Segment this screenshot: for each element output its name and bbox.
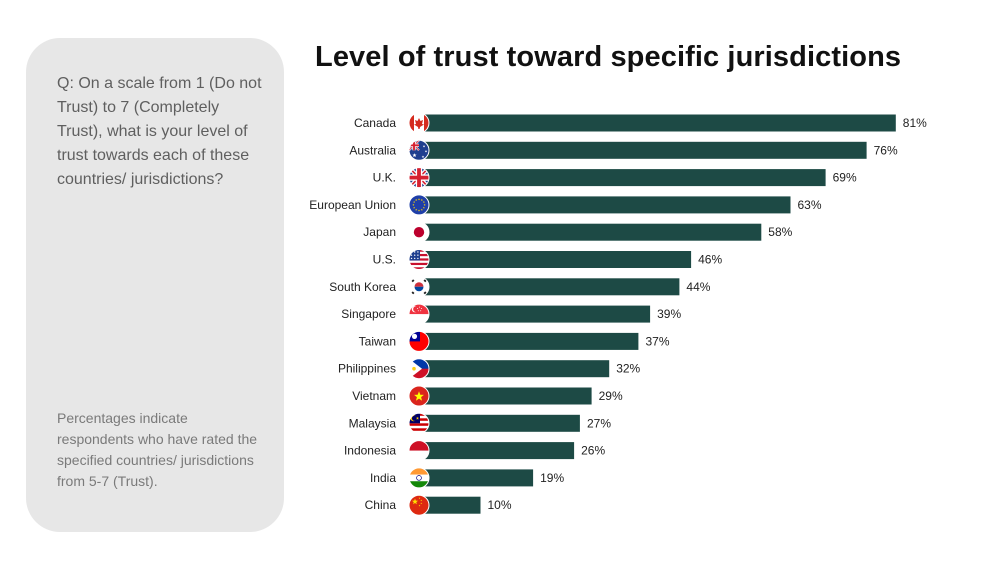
- bar-row-china: China 10%: [365, 494, 512, 516]
- value-label: 69%: [833, 171, 857, 185]
- bar-philippines: [422, 360, 610, 378]
- category-label: U.S.: [373, 253, 396, 267]
- category-label: China: [365, 498, 397, 512]
- category-label: South Korea: [329, 280, 396, 294]
- bar-australia: [422, 141, 867, 159]
- category-label: Philippines: [338, 362, 396, 376]
- survey-question: Q: On a scale from 1 (Do not Trust) to 7…: [57, 75, 262, 188]
- category-label: U.K.: [373, 171, 396, 185]
- canada-flag-icon: [408, 112, 430, 134]
- bar-row-malaysia: Malaysia 27%: [349, 412, 611, 434]
- category-label: Taiwan: [359, 334, 396, 348]
- india-flag-icon: [408, 467, 430, 489]
- category-label: Canada: [354, 116, 396, 130]
- bar-row-taiwan: Taiwan 37%: [359, 330, 670, 352]
- singapore-flag-icon: [408, 303, 430, 325]
- bar-row-australia: Australia 76%: [349, 139, 898, 161]
- value-label: 81%: [903, 116, 927, 130]
- category-label: Japan: [363, 225, 396, 239]
- bar-row-u-k: U.K. 69%: [373, 167, 857, 189]
- bar-indonesia: [422, 442, 575, 460]
- category-label: European Union: [309, 198, 396, 212]
- bar-row-canada: Canada 81%: [354, 112, 927, 134]
- value-label: 10%: [488, 498, 512, 512]
- bar-row-european-union: European Union 63%: [309, 194, 822, 216]
- category-label: Malaysia: [349, 416, 397, 430]
- bar-u-k: [422, 169, 826, 187]
- malaysia-flag-icon: [408, 412, 430, 434]
- question-panel: Q: On a scale from 1 (Do not Trust) to 7…: [26, 38, 284, 532]
- value-label: 27%: [587, 416, 611, 430]
- bar-taiwan: [422, 332, 639, 350]
- bar-japan: [422, 223, 762, 241]
- chart-title: Level of trust toward specific jurisdict…: [315, 41, 902, 73]
- value-label: 26%: [581, 444, 605, 458]
- vietnam-flag-icon: [408, 385, 430, 407]
- category-label: Vietnam: [352, 389, 396, 403]
- bar-singapore: [422, 305, 651, 323]
- bar-india: [422, 469, 534, 487]
- bar-row-south-korea: South Korea 44%: [329, 276, 711, 298]
- philippines-flag-icon: [408, 358, 430, 380]
- bar-row-philippines: Philippines 32%: [338, 358, 641, 380]
- value-label: 19%: [540, 471, 564, 485]
- bar-canada: [422, 114, 896, 132]
- value-label: 58%: [768, 225, 792, 239]
- bar-row-india: India 19%: [370, 467, 564, 489]
- bar-row-japan: Japan 58%: [363, 221, 793, 243]
- value-label: 37%: [646, 334, 670, 348]
- category-label: Singapore: [341, 307, 396, 321]
- us-flag-icon: [408, 249, 430, 270]
- value-label: 29%: [599, 389, 623, 403]
- australia-flag-icon: [408, 139, 430, 161]
- value-label: 46%: [698, 253, 722, 267]
- indonesia-flag-icon: [408, 440, 430, 462]
- bar-south-korea: [422, 278, 680, 296]
- value-label: 63%: [798, 198, 822, 212]
- category-label: India: [370, 471, 396, 485]
- uk-flag-icon: [408, 167, 430, 189]
- category-label: Indonesia: [344, 444, 396, 458]
- category-label: Australia: [349, 143, 396, 157]
- bar-china: [422, 496, 481, 514]
- methodology-note: Percentages indicate respondents who hav…: [57, 410, 258, 489]
- value-label: 44%: [686, 280, 710, 294]
- japan-flag-icon: [408, 221, 430, 243]
- value-label: 76%: [874, 143, 898, 157]
- bar-row-vietnam: Vietnam 29%: [352, 385, 623, 407]
- bar-european-union: [422, 196, 791, 214]
- bar-malaysia: [422, 414, 580, 432]
- taiwan-flag-icon: [408, 330, 430, 352]
- bar-row-singapore: Singapore 39%: [341, 303, 681, 325]
- bar-row-indonesia: Indonesia 26%: [344, 440, 605, 462]
- value-label: 39%: [657, 307, 681, 321]
- china-flag-icon: [408, 494, 430, 516]
- eu-flag-icon: [408, 194, 430, 216]
- bar-row-u-s: U.S. 46%: [373, 249, 722, 270]
- bar-vietnam: [422, 387, 592, 405]
- value-label: 32%: [616, 362, 640, 376]
- bar-u-s: [422, 251, 692, 268]
- south-korea-flag-icon: [408, 276, 430, 298]
